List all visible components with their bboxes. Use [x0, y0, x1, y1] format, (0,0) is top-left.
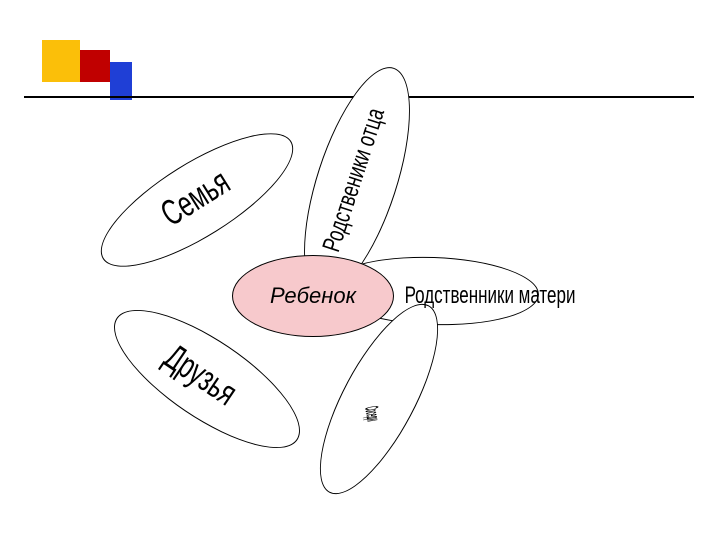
- center-ellipse: Ребенок: [232, 255, 394, 337]
- deco-square: [110, 62, 132, 100]
- center-label: Ребенок: [270, 283, 356, 309]
- slide: Ребенок Семья Родственики отца Родственн…: [0, 0, 720, 540]
- deco-square: [42, 40, 80, 82]
- deco-square: [80, 50, 110, 82]
- petal-label-mother-relatives: Родственники матери: [405, 282, 576, 310]
